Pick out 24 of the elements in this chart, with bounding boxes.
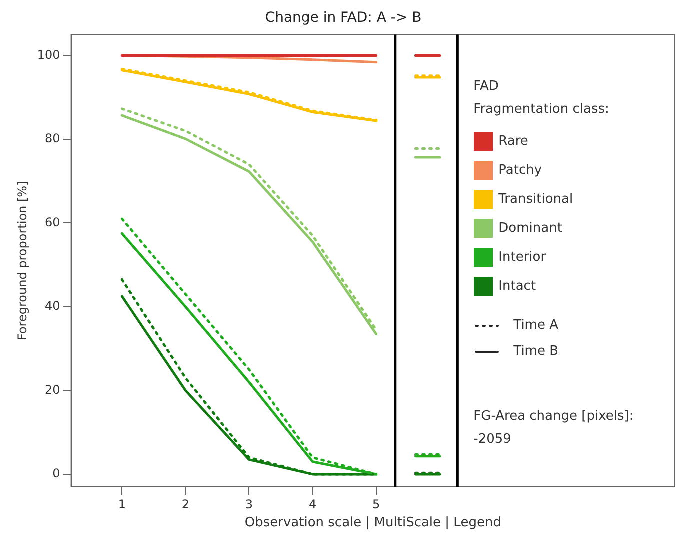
annotation: FG-Area change [pixels]: -2059 <box>474 408 634 449</box>
y-tick-label: 40 <box>45 299 60 314</box>
x-tick-label: 2 <box>182 497 190 512</box>
x-tick-label: 4 <box>308 497 317 512</box>
legend-label: Dominant <box>498 220 562 237</box>
x-tick-label: 1 <box>118 497 126 512</box>
legend-label: Transitional <box>498 190 574 208</box>
legend-label: Rare <box>498 132 528 150</box>
y-tick-label: 80 <box>45 132 60 146</box>
x-axis-title: Observation scale | MultiScale | Legend <box>244 516 502 531</box>
annotation: Time B <box>514 343 559 360</box>
y-tick-label: 20 <box>45 382 60 397</box>
legend-label: Patchy <box>498 162 542 179</box>
y-axis-title: Foreground proportion [%] <box>15 181 30 341</box>
legend-title: FAD Fragmentation class: <box>474 78 610 119</box>
y-tick-label: 100 <box>37 48 60 62</box>
legend-label: Interior <box>498 248 546 266</box>
y-tick-label: 60 <box>45 215 60 230</box>
annotation: Time A <box>514 317 558 334</box>
y-tick-label: 0 <box>52 466 60 481</box>
x-tick-label: 3 <box>245 497 254 512</box>
x-tick-label: 5 <box>372 497 380 512</box>
legend-label: Intact <box>498 278 536 295</box>
chart-title: Change in FAD: A -> B <box>265 10 422 26</box>
